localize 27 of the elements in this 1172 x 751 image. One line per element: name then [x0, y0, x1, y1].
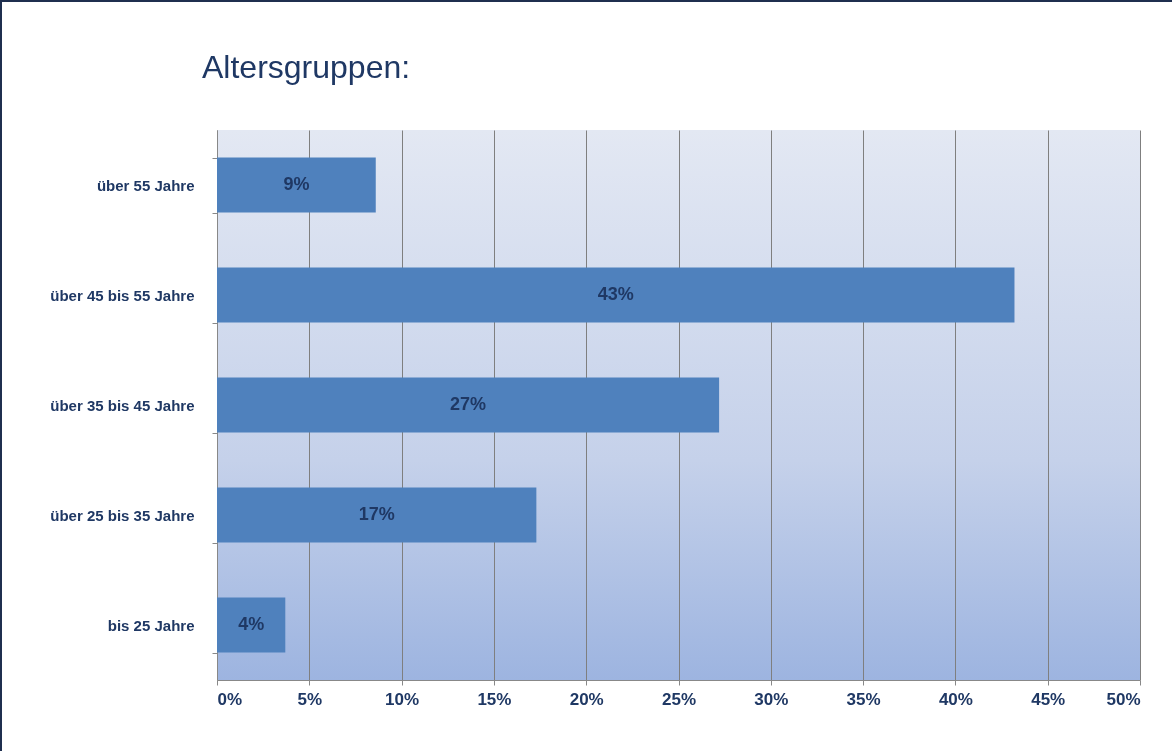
y-tick-label: über 25 bis 35 Jahre: [50, 506, 195, 524]
data-label: 4%: [238, 614, 265, 634]
x-tick-label: 5%: [297, 689, 323, 709]
x-tick-label: 45%: [1031, 689, 1066, 709]
data-label: 17%: [358, 504, 395, 524]
y-tick-label: über 35 bis 45 Jahre: [50, 396, 195, 414]
x-tick-label: 50%: [1106, 689, 1141, 709]
x-tick-label: 0%: [217, 689, 243, 709]
x-tick-label: 30%: [754, 689, 789, 709]
bar: [217, 377, 720, 433]
data-label: 9%: [283, 174, 310, 194]
x-tick-label: 40%: [938, 689, 973, 709]
bar: [217, 597, 286, 653]
data-label: 27%: [450, 394, 487, 414]
y-tick-label: über 45 bis 55 Jahre: [50, 286, 195, 304]
x-tick-label: 25%: [661, 689, 697, 709]
data-label: 43%: [597, 284, 634, 304]
bar: [217, 267, 1015, 323]
x-tick-label: 15%: [477, 689, 512, 709]
x-tick-label: 20%: [569, 689, 604, 709]
y-tick-label: über 55 Jahre: [96, 176, 195, 194]
x-tick-label: 10%: [385, 689, 420, 709]
chart-title: Altersgruppen:: [202, 49, 411, 85]
x-tick-label: 35%: [846, 689, 881, 709]
bar: [217, 157, 376, 213]
y-tick-label: bis 25 Jahre: [107, 616, 195, 634]
bar: [217, 487, 537, 543]
